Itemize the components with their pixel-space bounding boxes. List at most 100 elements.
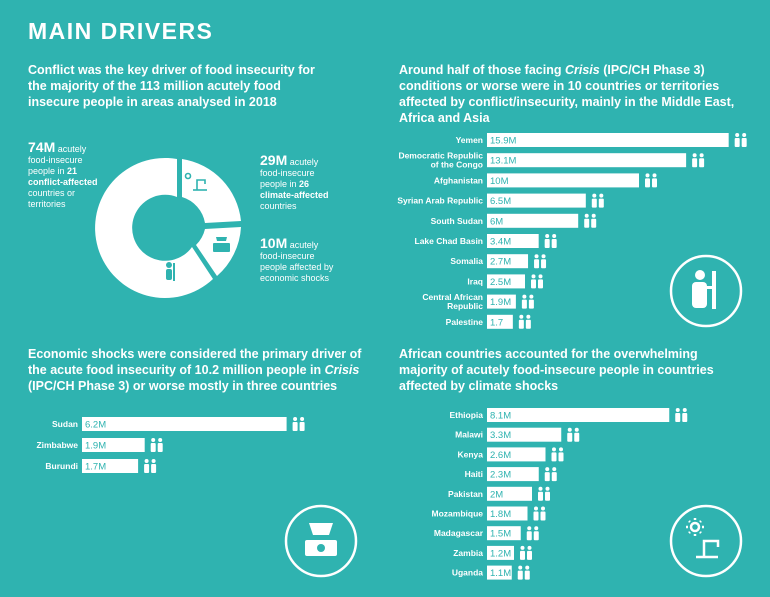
bar-value-label: 3.3M	[490, 430, 511, 441]
bar	[487, 506, 528, 521]
economic-bar-chart: Sudan 6.2M Zimbabwe 1.9M Burundi 1.7M	[36, 417, 305, 473]
bar	[487, 408, 670, 422]
bar	[487, 545, 514, 560]
page-title: MAIN DRIVERS	[28, 18, 214, 44]
bar	[487, 133, 729, 147]
bar-category-label: Palestine	[446, 317, 484, 327]
soldier-icon	[166, 262, 175, 281]
bar	[487, 467, 539, 482]
people-icon	[734, 133, 747, 147]
bar	[487, 427, 562, 442]
bar-category-label: Yemen	[456, 135, 483, 145]
people-icon	[551, 447, 564, 462]
economic-circle-icon	[284, 504, 358, 578]
people-icon	[144, 459, 157, 473]
bar	[487, 193, 586, 208]
bar	[82, 459, 139, 473]
bar-category-label: Kenya	[457, 449, 483, 459]
bar	[487, 565, 512, 580]
bar-category-label: Burundi	[45, 461, 78, 471]
bar	[487, 486, 532, 501]
bar-category-label: Uganda	[452, 568, 483, 578]
bar-category-label: Pakistan	[448, 489, 483, 499]
bar-value-label: 6.5M	[490, 196, 511, 207]
conflict-heading: Conflict was the key driver of food inse…	[28, 63, 315, 109]
bar-category-label: Mozambique	[432, 509, 484, 519]
bar	[487, 274, 525, 289]
people-icon	[533, 506, 546, 521]
people-icon	[526, 526, 539, 541]
bar-value-label: 6M	[490, 216, 503, 227]
bar-value-label: 13.1M	[490, 156, 516, 167]
people-icon	[544, 234, 557, 248]
people-icon	[567, 427, 580, 442]
climate-circle-icon	[669, 504, 743, 578]
bar	[487, 526, 521, 541]
bar-category-label: Syrian Arab Republic	[397, 196, 483, 206]
bar-category-label: Sudan	[52, 419, 78, 429]
bar-value-label: 2.3M	[490, 470, 511, 481]
people-icon	[150, 438, 163, 452]
bar-category-label: Democratic Republic	[398, 151, 483, 161]
bar-value-label: 2.7M	[490, 257, 511, 268]
bar-value-label: 1.1M	[490, 568, 511, 579]
bar-value-label: 2.6M	[490, 450, 511, 461]
bar-value-label: 6.2M	[85, 420, 106, 431]
bar	[487, 173, 639, 188]
bar-value-label: 1.8M	[490, 509, 511, 520]
bar-category-label: Haiti	[465, 469, 483, 479]
people-icon	[517, 565, 530, 580]
bar-value-label: 2.5M	[490, 277, 511, 288]
climate-heading: African countries accounted for the over…	[399, 347, 714, 393]
people-icon	[520, 545, 532, 560]
bar	[82, 417, 287, 431]
crisis-heading: Around half of those facing Crisis (IPC/…	[399, 63, 735, 125]
drivers-donut	[95, 157, 241, 298]
people-icon	[645, 173, 657, 188]
faucet-icon	[184, 172, 207, 191]
bar-value-label: 15.9M	[490, 136, 516, 147]
donut-segment-climate	[182, 159, 241, 223]
bar-category-label: Iraq	[467, 276, 483, 286]
people-icon	[531, 274, 543, 289]
donut-segment-conflict	[95, 157, 213, 298]
bar-category-label: Central African	[422, 292, 483, 302]
bar-category-label: Malawi	[455, 430, 483, 440]
bar-category-label: Zimbabwe	[36, 440, 78, 450]
conflict-donut-label: 74M acutely food-insecure people in 21 c…	[28, 139, 98, 209]
economic-heading: Economic shocks were considered the prim…	[28, 347, 362, 393]
bar-category-label: Afghanistan	[434, 175, 483, 185]
bar-category-label: South Sudan	[431, 216, 483, 226]
bar	[487, 447, 546, 462]
bar	[487, 254, 529, 269]
bar-category-label: Somalia	[450, 256, 483, 266]
people-icon	[675, 408, 688, 422]
bar-category-label: Zambia	[453, 548, 483, 558]
bar	[487, 153, 687, 168]
bar-category-label: of the Congo	[431, 160, 483, 170]
bar	[487, 234, 539, 248]
bar-value-label: 1.5M	[490, 529, 511, 540]
bar-category-label: Madagascar	[434, 528, 484, 538]
bar-value-label: 1.2M	[490, 548, 511, 559]
people-icon	[534, 254, 547, 269]
people-icon	[518, 314, 531, 329]
climate-donut-label: 29M acutely food-insecure people in 26 c…	[260, 152, 329, 211]
people-icon	[584, 213, 597, 228]
bar-value-label: 1.9M	[85, 441, 106, 452]
bar	[82, 438, 145, 452]
people-icon	[692, 153, 705, 168]
economic-donut-label: 10M acutely food-insecure people affecte…	[260, 235, 334, 283]
bar-value-label: 1.7M	[85, 462, 106, 473]
bar-category-label: Lake Chad Basin	[415, 236, 484, 246]
people-icon	[591, 193, 604, 208]
people-icon	[544, 467, 557, 482]
bar-value-label: 1.7	[490, 317, 503, 328]
money-icon	[213, 237, 230, 252]
bar-value-label: 3.4M	[490, 237, 511, 248]
bar-value-label: 2M	[490, 489, 503, 500]
bar-value-label: 10M	[490, 176, 509, 187]
bar	[487, 314, 513, 329]
climate-bar-chart: Ethiopia 8.1M Malawi 3.3M Kenya 2.6M Haiti 2.3M…	[432, 408, 688, 580]
